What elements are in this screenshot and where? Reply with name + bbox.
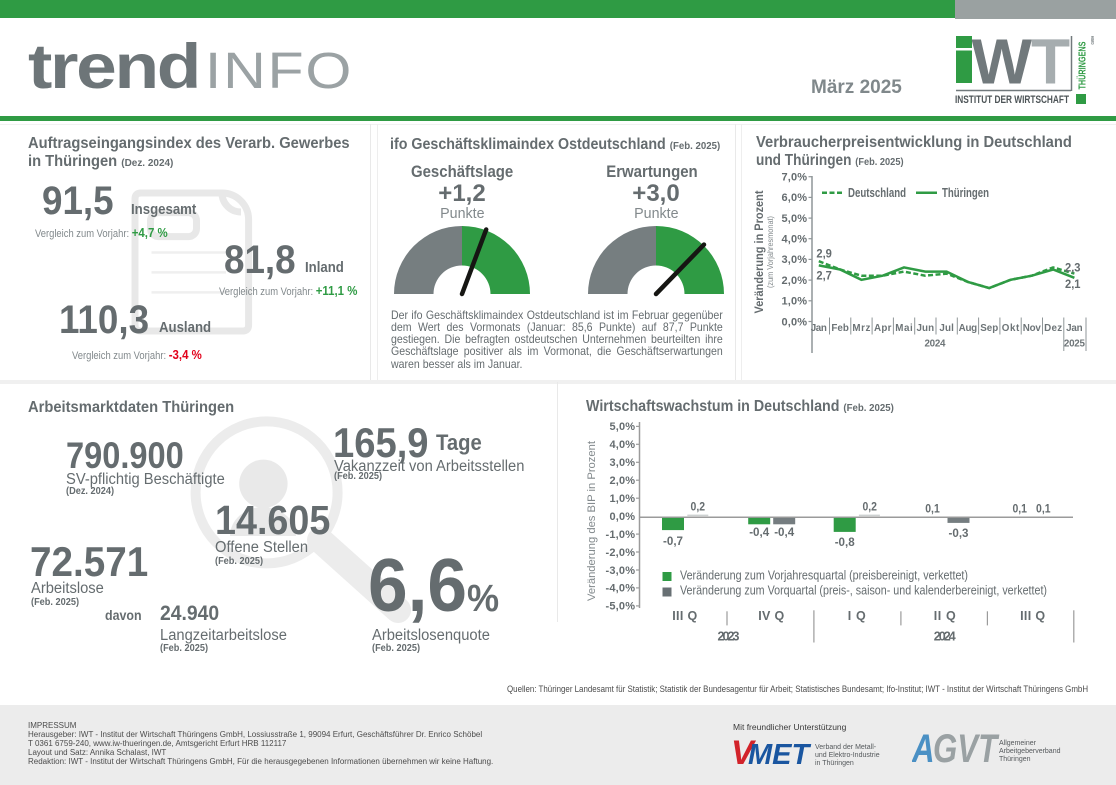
svg-text:Jun: Jun — [917, 323, 935, 334]
svg-text:IV Q: IV Q — [758, 609, 784, 623]
svg-text:und Elektro-Industrie: und Elektro-Industrie — [815, 752, 880, 759]
svg-text:1,0%: 1,0% — [610, 493, 636, 505]
svg-text:Allgemeiner: Allgemeiner — [999, 740, 1037, 747]
svg-text:Okt: Okt — [1002, 323, 1020, 334]
svg-text:V: V — [731, 736, 757, 770]
svg-text:Thüringen: Thüringen — [942, 186, 989, 200]
svg-text:0,0%: 0,0% — [782, 316, 808, 328]
svg-text:Nov: Nov — [1023, 323, 1042, 334]
svg-text:2024: 2024 — [925, 338, 947, 349]
svg-text:GMBH: GMBH — [1090, 36, 1095, 45]
svg-text:Veränderung des BIP in Prozent: Veränderung des BIP in Prozent — [586, 441, 598, 601]
svg-text:Veränderung zum Vorjahresquart: Veränderung zum Vorjahresquartal (preisb… — [680, 569, 968, 583]
svg-text:MET: MET — [748, 739, 812, 770]
svg-text:2,0%: 2,0% — [782, 275, 808, 287]
svg-text:Jan: Jan — [811, 323, 827, 334]
svg-text:Mai: Mai — [895, 323, 913, 334]
svg-text:Mrz: Mrz — [852, 323, 870, 334]
svg-text:THÜRINGENS: THÜRINGENS — [1076, 42, 1089, 90]
svg-text:3,0%: 3,0% — [782, 254, 808, 266]
svg-text:-4,0%: -4,0% — [606, 583, 636, 595]
svg-text:7,0%: 7,0% — [782, 172, 808, 184]
svg-text:-0,7: -0,7 — [663, 534, 683, 548]
svg-text:in Thüringen: in Thüringen — [815, 760, 854, 767]
svg-text:III Q: III Q — [1020, 609, 1045, 623]
svg-text:-0,8: -0,8 — [835, 535, 855, 549]
svg-text:4,0%: 4,0% — [782, 234, 808, 246]
svg-text:-1,0%: -1,0% — [606, 529, 636, 541]
svg-text:-2,0%: -2,0% — [606, 547, 636, 559]
svg-text:2,1: 2,1 — [1065, 277, 1081, 291]
svg-text:-3,0%: -3,0% — [606, 565, 636, 577]
svg-text:Verband der Metall-: Verband der Metall- — [815, 744, 877, 751]
svg-text:INSTITUT DER WIRTSCHAFT: INSTITUT DER WIRTSCHAFT — [955, 94, 1069, 105]
svg-text:A: A — [912, 731, 935, 769]
svg-text:Thüringen: Thüringen — [999, 756, 1031, 763]
svg-text:Veränderung in Prozent: Veränderung in Prozent — [752, 191, 766, 314]
svg-text:6,0%: 6,0% — [782, 192, 808, 204]
svg-text:5,0%: 5,0% — [782, 213, 808, 225]
svg-text:2,9: 2,9 — [816, 247, 832, 261]
svg-text:Deutschland: Deutschland — [848, 186, 906, 200]
svg-text:Veränderung zum Vorquartal (pr: Veränderung zum Vorquartal (preis-, sais… — [680, 584, 1047, 598]
svg-text:Feb: Feb — [831, 323, 849, 334]
svg-text:2024: 2024 — [934, 629, 956, 643]
svg-text:T: T — [1031, 35, 1070, 98]
svg-text:Jul: Jul — [939, 323, 954, 334]
svg-text:5,0%: 5,0% — [610, 421, 636, 433]
svg-text:2,0%: 2,0% — [610, 475, 636, 487]
svg-text:-0,3: -0,3 — [949, 526, 969, 540]
svg-text:0,2: 0,2 — [862, 500, 877, 514]
svg-text:0,1: 0,1 — [925, 502, 940, 516]
svg-text:0,1: 0,1 — [1036, 502, 1051, 516]
svg-text:GVT: GVT — [933, 731, 1000, 769]
svg-text:2,7: 2,7 — [816, 269, 832, 283]
svg-text:Sep: Sep — [980, 323, 998, 334]
svg-text:III Q: III Q — [672, 609, 697, 623]
svg-text:-0,4: -0,4 — [749, 525, 769, 539]
svg-text:Apr: Apr — [874, 323, 892, 334]
svg-text:-0,4: -0,4 — [774, 525, 794, 539]
svg-text:0,1: 0,1 — [1012, 502, 1027, 516]
svg-text:2025: 2025 — [1064, 338, 1086, 349]
svg-text:2,3: 2,3 — [1065, 260, 1081, 274]
svg-text:Arbeitgeberverband: Arbeitgeberverband — [999, 748, 1061, 755]
svg-text:W: W — [972, 35, 1033, 98]
svg-text:0,2: 0,2 — [691, 500, 706, 514]
svg-text:0,0%: 0,0% — [610, 511, 636, 523]
svg-text:II Q: II Q — [934, 609, 956, 623]
svg-text:Aug: Aug — [959, 323, 978, 334]
svg-text:(zum Vorjahresmonat): (zum Vorjahresmonat) — [766, 216, 775, 288]
svg-text:I Q: I Q — [848, 609, 866, 623]
svg-text:-5,0%: -5,0% — [606, 601, 636, 613]
svg-text:Jan: Jan — [1066, 323, 1083, 334]
svg-text:Dez: Dez — [1044, 323, 1062, 334]
svg-text:1,0%: 1,0% — [782, 296, 808, 308]
svg-text:4,0%: 4,0% — [610, 439, 636, 451]
svg-text:2023: 2023 — [718, 629, 740, 643]
svg-text:3,0%: 3,0% — [610, 457, 636, 469]
